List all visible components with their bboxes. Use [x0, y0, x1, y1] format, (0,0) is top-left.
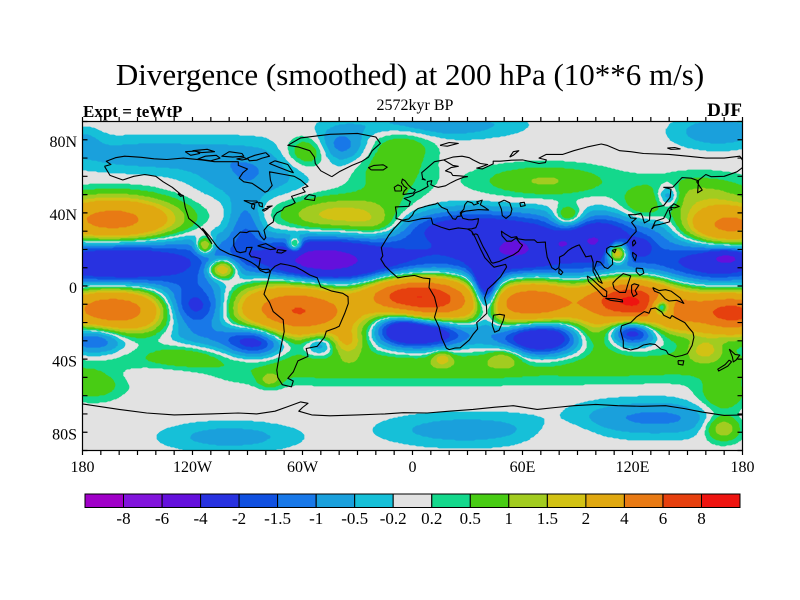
svg-text:120W: 120W: [173, 459, 213, 476]
svg-text:4: 4: [620, 509, 629, 528]
svg-text:0: 0: [409, 459, 417, 476]
svg-text:-6: -6: [155, 509, 169, 528]
svg-text:80N: 80N: [49, 134, 77, 151]
svg-text:60E: 60E: [510, 459, 536, 476]
svg-text:-0.5: -0.5: [341, 509, 368, 528]
svg-text:-8: -8: [116, 509, 130, 528]
svg-text:8: 8: [697, 509, 706, 528]
svg-text:0: 0: [69, 280, 77, 297]
svg-text:60W: 60W: [287, 459, 319, 476]
svg-text:-1: -1: [309, 509, 323, 528]
svg-text:0.5: 0.5: [460, 509, 481, 528]
svg-text:0.2: 0.2: [421, 509, 442, 528]
svg-text:180: 180: [71, 459, 95, 476]
svg-text:-4: -4: [194, 509, 209, 528]
svg-text:-1.5: -1.5: [264, 509, 291, 528]
svg-text:1.5: 1.5: [537, 509, 558, 528]
svg-text:180: 180: [731, 459, 755, 476]
svg-text:Expt = teWtP: Expt = teWtP: [83, 102, 182, 121]
svg-text:1: 1: [505, 509, 514, 528]
svg-text:40S: 40S: [52, 353, 77, 370]
svg-text:40N: 40N: [49, 207, 77, 224]
svg-text:2: 2: [582, 509, 591, 528]
svg-text:2572kyr BP: 2572kyr BP: [377, 97, 454, 114]
svg-text:-0.2: -0.2: [380, 509, 407, 528]
svg-text:6: 6: [659, 509, 668, 528]
svg-text:120E: 120E: [616, 459, 650, 476]
svg-text:80S: 80S: [52, 427, 77, 444]
svg-text:Divergence (smoothed) at 200 h: Divergence (smoothed) at 200 hPa (10**6 …: [116, 57, 704, 92]
svg-text:DJF: DJF: [707, 100, 742, 121]
svg-text:-2: -2: [232, 509, 246, 528]
